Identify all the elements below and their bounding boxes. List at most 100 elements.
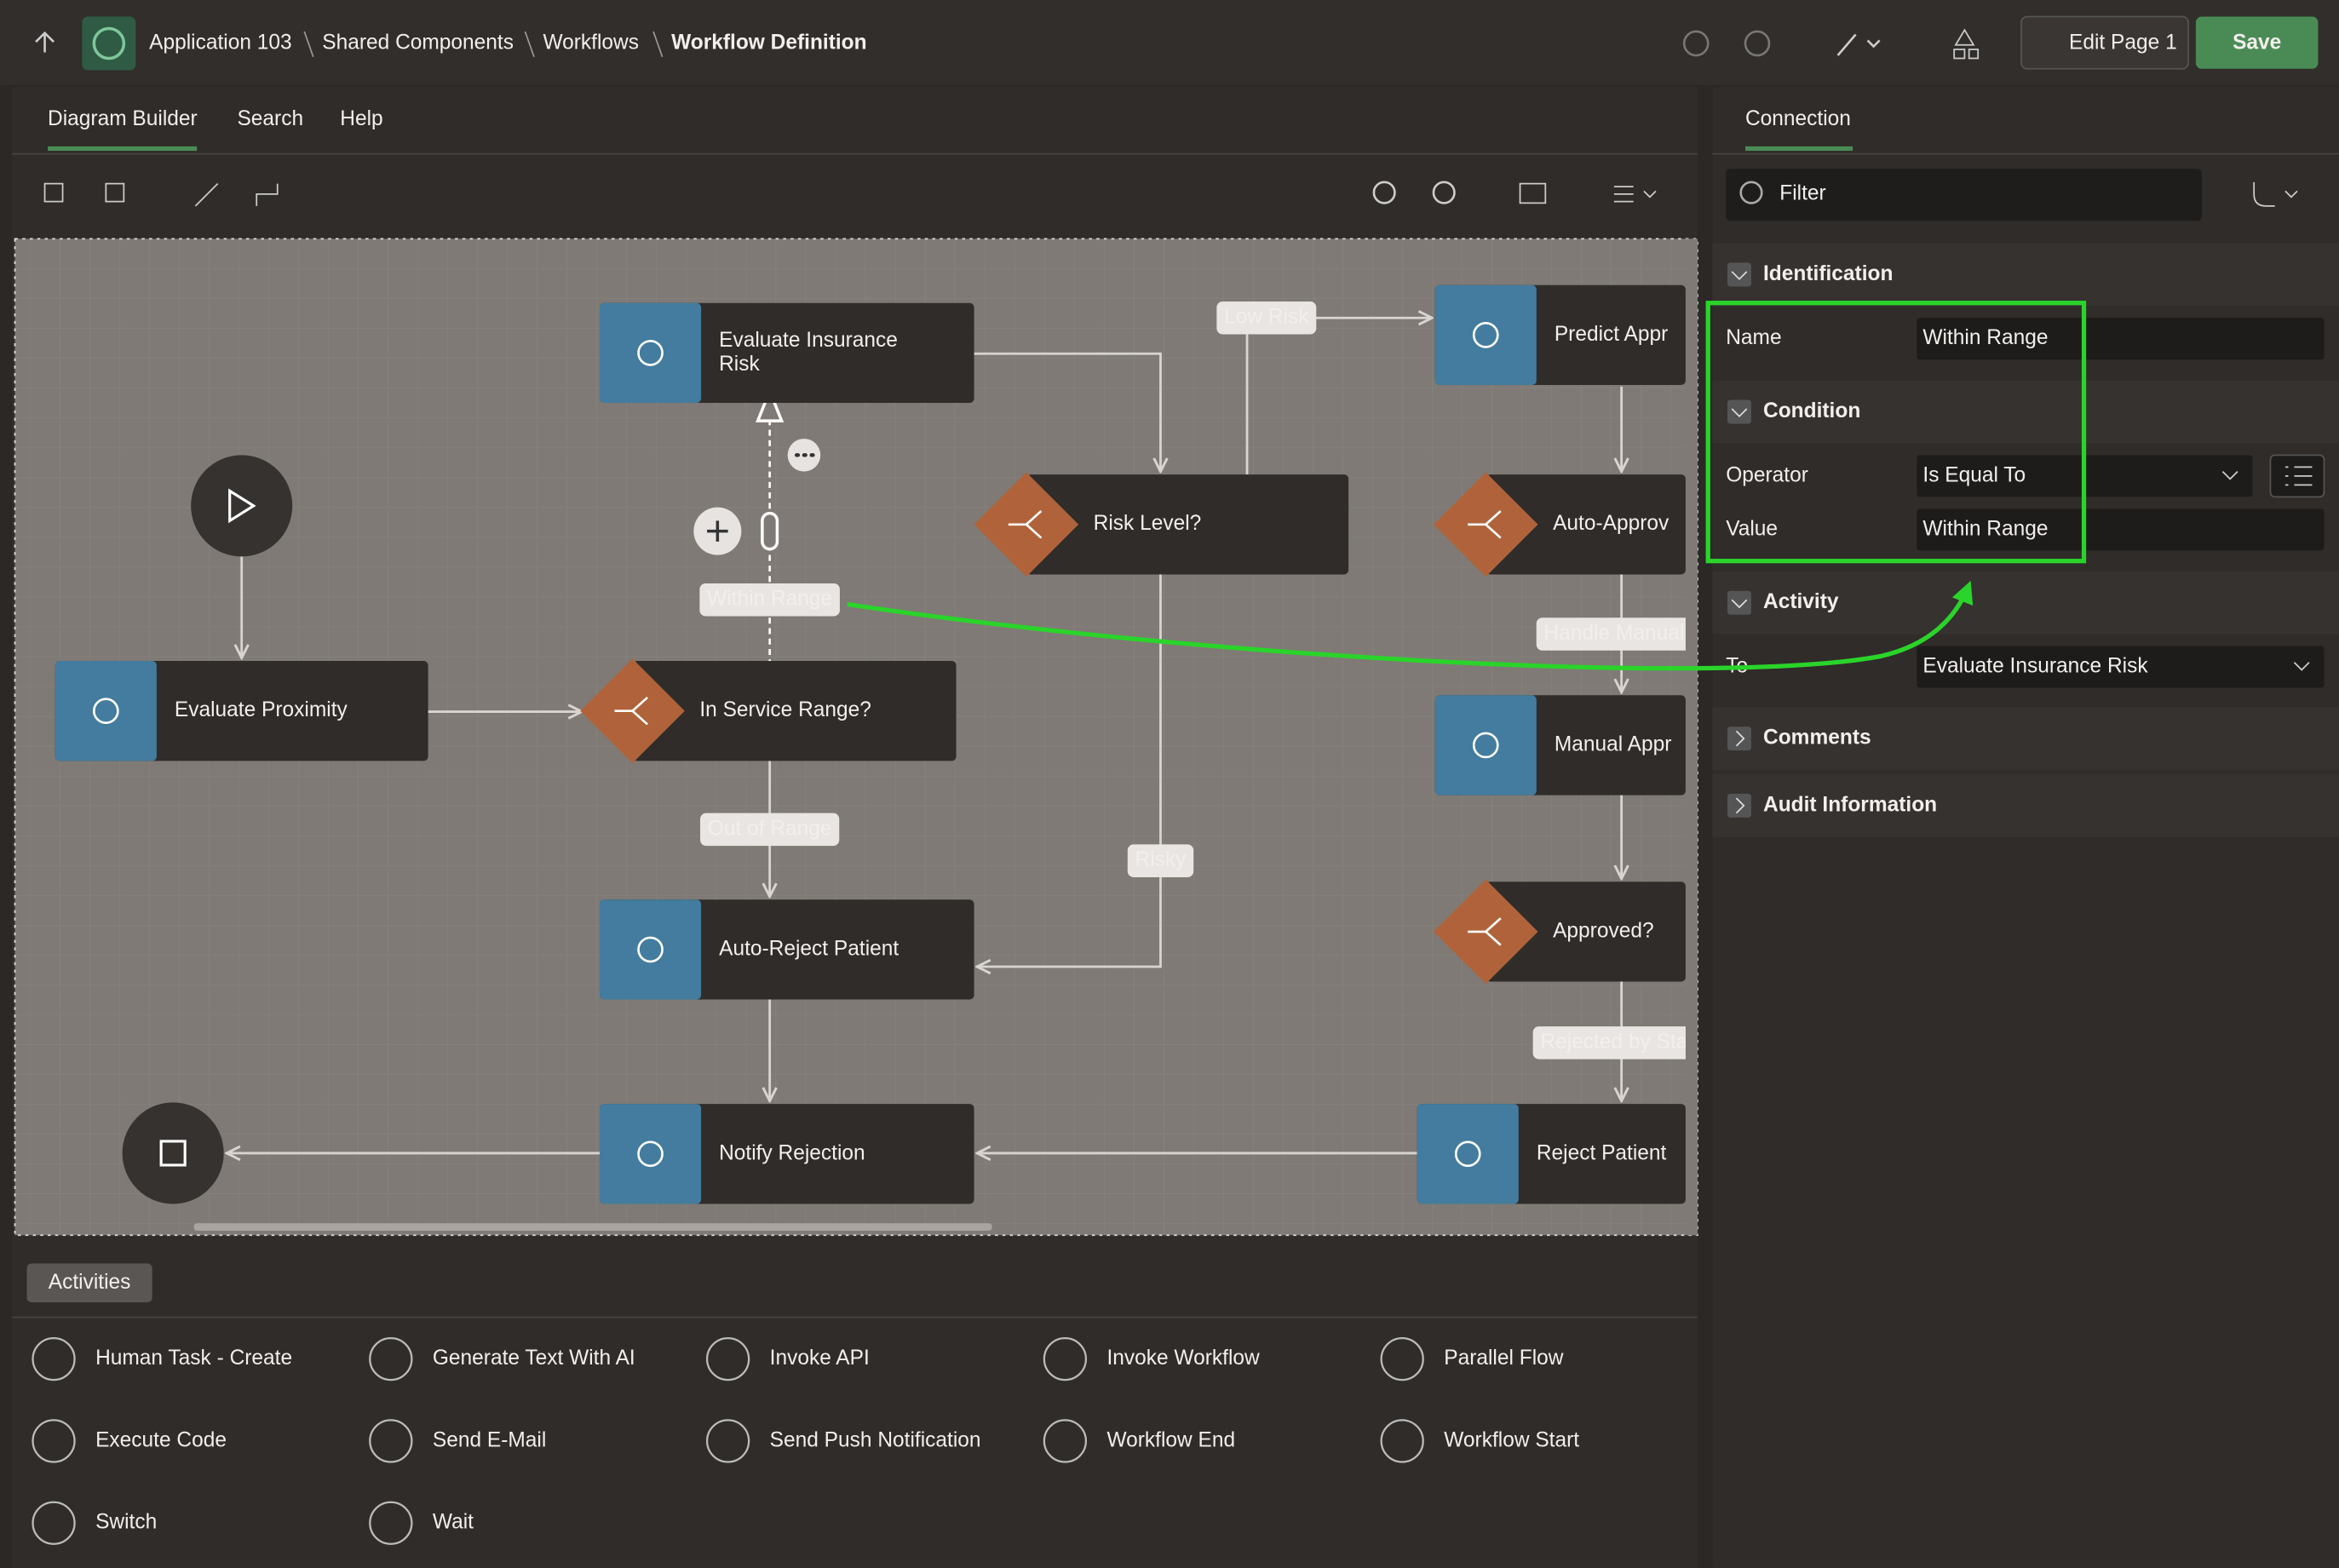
section-title[interactable]: Identification: [1763, 262, 1893, 285]
filter-placeholder[interactable]: Filter: [1779, 181, 1825, 204]
tab[interactable]: Help: [340, 107, 382, 130]
palette-tab[interactable]: [26, 1263, 152, 1303]
palette-item[interactable]: Generate Text With AI: [433, 1347, 635, 1370]
section-title[interactable]: Activity: [1763, 590, 1839, 613]
section-toggle[interactable]: [1727, 399, 1751, 424]
palette-item[interactable]: Send E-Mail: [433, 1428, 546, 1451]
edge-label[interactable]: Low Risk: [1224, 306, 1309, 329]
palette-item[interactable]: Switch: [95, 1511, 157, 1534]
breadcrumb[interactable]: Shared Components: [322, 31, 514, 54]
edge-label[interactable]: Within Range: [707, 588, 832, 611]
breadcrumb[interactable]: Workflows: [543, 31, 639, 54]
palette-icon[interactable]: [32, 1501, 76, 1545]
breadcrumb[interactable]: Application 103: [149, 31, 292, 54]
connector-menu[interactable]: [2253, 181, 2298, 207]
section-title[interactable]: Comments: [1763, 727, 1871, 750]
zoom-out[interactable]: [1432, 181, 1456, 204]
palette-tab-label[interactable]: Activities: [49, 1271, 131, 1294]
tool-b[interactable]: [105, 182, 125, 203]
palette-icon[interactable]: [369, 1336, 413, 1381]
section-toggle[interactable]: [1727, 793, 1751, 818]
palette-icon[interactable]: [32, 1336, 76, 1381]
node-label[interactable]: In Service Range?: [699, 698, 871, 721]
field-value[interactable]: Within Range: [1922, 517, 2048, 540]
field-value[interactable]: Is Equal To: [1922, 463, 2026, 486]
palette-icon[interactable]: [369, 1419, 413, 1463]
switch-node[interactable]: [632, 661, 957, 761]
palette-item[interactable]: Invoke Workflow: [1106, 1347, 1260, 1370]
edit-page-button[interactable]: [2020, 15, 2189, 70]
field-label[interactable]: Name: [1726, 326, 1781, 349]
palette-item[interactable]: Wait: [433, 1511, 474, 1534]
field-input[interactable]: [1917, 646, 2325, 688]
field-value[interactable]: Within Range: [1922, 326, 2048, 349]
redo[interactable]: [1744, 30, 1771, 57]
tool-a[interactable]: [43, 182, 64, 203]
section-toggle[interactable]: [1727, 727, 1751, 751]
field-input[interactable]: [1917, 508, 2325, 551]
tools-menu[interactable]: [1836, 33, 1881, 56]
tab[interactable]: Search: [237, 107, 303, 130]
palette-icon[interactable]: [1043, 1419, 1088, 1463]
save-label[interactable]: Save: [2233, 31, 2281, 54]
tool-line[interactable]: [194, 182, 219, 207]
palette-item[interactable]: Parallel Flow: [1444, 1347, 1564, 1370]
palette-icon[interactable]: [705, 1336, 750, 1381]
field-value[interactable]: Evaluate Insurance Risk: [1922, 654, 2148, 677]
palette-icon[interactable]: [705, 1419, 750, 1463]
node-label[interactable]: Approved?: [1553, 919, 1654, 942]
start-event[interactable]: [191, 455, 293, 557]
field-label[interactable]: Value: [1726, 517, 1778, 540]
shared-components[interactable]: [1953, 28, 1980, 60]
end-event[interactable]: [122, 1102, 224, 1204]
palette-item[interactable]: Workflow End: [1106, 1428, 1235, 1451]
node-label[interactable]: Reject Patient: [1537, 1141, 1667, 1164]
switch-node[interactable]: [1486, 474, 1686, 575]
tool-elbow[interactable]: [256, 183, 279, 206]
field-label[interactable]: Operator: [1726, 463, 1808, 486]
palette-icon[interactable]: [369, 1501, 413, 1545]
tab[interactable]: Diagram Builder: [48, 107, 198, 130]
breadcrumb[interactable]: Workflow Definition: [671, 31, 867, 54]
edit-page-label[interactable]: Edit Page 1: [2069, 31, 2177, 54]
edge-label[interactable]: Handle Manual: [1543, 622, 1684, 645]
switch-node[interactable]: [1486, 882, 1686, 982]
field-input[interactable]: [1917, 318, 2325, 360]
edge-label[interactable]: Out of Range: [708, 817, 832, 840]
edge-label[interactable]: Rejected by Sta: [1540, 1031, 1687, 1054]
layout-menu[interactable]: [1613, 186, 1657, 203]
palette-icon[interactable]: [1380, 1419, 1424, 1463]
node-label[interactable]: Evaluate Proximity: [175, 698, 348, 721]
section-toggle[interactable]: [1727, 262, 1751, 287]
node-label[interactable]: Auto-Approv: [1553, 512, 1669, 535]
palette-icon[interactable]: [32, 1419, 76, 1463]
section-title[interactable]: Audit Information: [1763, 793, 1937, 816]
undo[interactable]: [1682, 30, 1710, 57]
node-label[interactable]: Auto-Reject Patient: [719, 937, 899, 960]
palette-item[interactable]: Execute Code: [95, 1428, 227, 1451]
activity-icon-box: [55, 661, 157, 761]
palette-item[interactable]: Send Push Notification: [770, 1428, 981, 1451]
palette-item[interactable]: Human Task - Create: [95, 1347, 292, 1370]
section-toggle[interactable]: [1727, 590, 1751, 615]
node-label[interactable]: Notify Rejection: [719, 1141, 865, 1164]
edge-handle[interactable]: [761, 511, 779, 551]
panel-tab[interactable]: Connection: [1745, 107, 1851, 130]
node-label[interactable]: Risk: [719, 353, 760, 376]
switch-node[interactable]: [1026, 474, 1349, 575]
palette-item[interactable]: Invoke API: [770, 1347, 870, 1370]
edge-label[interactable]: Risky: [1135, 848, 1187, 871]
section-title[interactable]: Condition: [1763, 399, 1860, 422]
fit[interactable]: [1519, 182, 1547, 204]
palette-icon[interactable]: [1043, 1336, 1088, 1381]
node-label[interactable]: Risk Level?: [1094, 512, 1202, 535]
up-arrow[interactable]: [35, 31, 55, 53]
filter-input[interactable]: [1726, 169, 2202, 221]
node-label[interactable]: Predict Appr: [1555, 323, 1668, 346]
palette-item[interactable]: Workflow Start: [1444, 1428, 1579, 1451]
node-label[interactable]: Evaluate Insurance: [719, 329, 898, 352]
save-button[interactable]: [2195, 16, 2319, 69]
node-label[interactable]: Manual Appr: [1555, 732, 1672, 755]
palette-icon[interactable]: [1380, 1336, 1424, 1381]
zoom-in[interactable]: [1372, 181, 1396, 204]
